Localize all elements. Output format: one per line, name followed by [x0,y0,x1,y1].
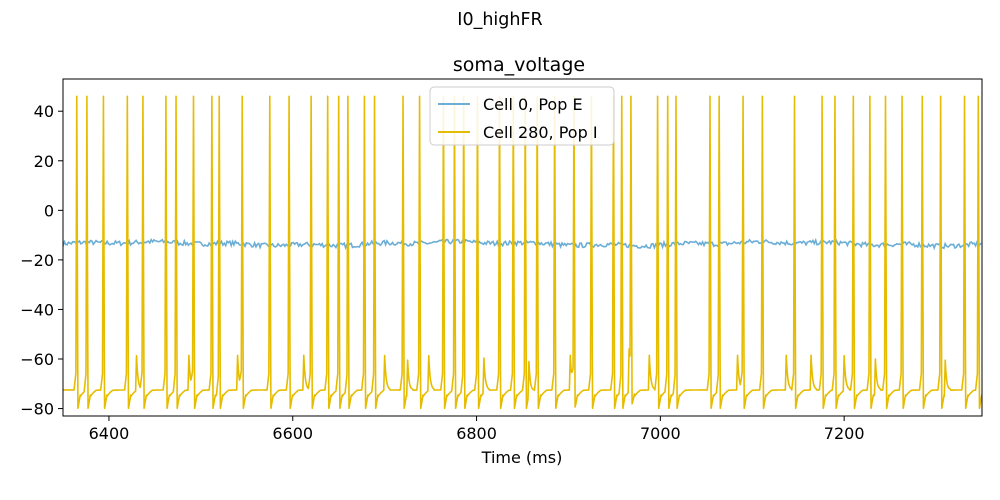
plot-area-frame [62,78,983,417]
y-tick-label: 20 [34,152,54,171]
y-tick-label: −40 [20,300,54,319]
legend-label-cell0-pop-e: Cell 0, Pop E [483,95,583,114]
chart-title: soma_voltage [453,54,585,76]
series-line-cell0-pop-e [63,237,982,251]
legend: Cell 0, Pop E Cell 280, Pop I [429,86,615,146]
y-tick-label: 0 [44,201,54,220]
series-line-cell280-pop-i [63,95,982,410]
y-axis-ticks: 40 20 0 −20 −40 −60 −80 [20,102,63,419]
x-tick-label: 6600 [272,424,313,443]
plot-series-layer [63,95,982,410]
figure-suptitle: I0_highFR [457,10,542,30]
legend-label-cell280-pop-i: Cell 280, Pop I [483,123,598,142]
x-tick-label: 7200 [824,424,865,443]
y-tick-label: −20 [20,251,54,270]
x-axis-label: Time (ms) [481,448,563,467]
x-axis-ticks: 6400 6600 6800 7000 7200 [89,416,865,443]
y-tick-label: 40 [34,102,54,121]
x-tick-label: 7000 [640,424,681,443]
legend-box [429,86,615,146]
y-tick-label: −60 [20,350,54,369]
y-tick-label: −80 [20,400,54,419]
x-tick-label: 6800 [456,424,497,443]
x-tick-label: 6400 [89,424,130,443]
